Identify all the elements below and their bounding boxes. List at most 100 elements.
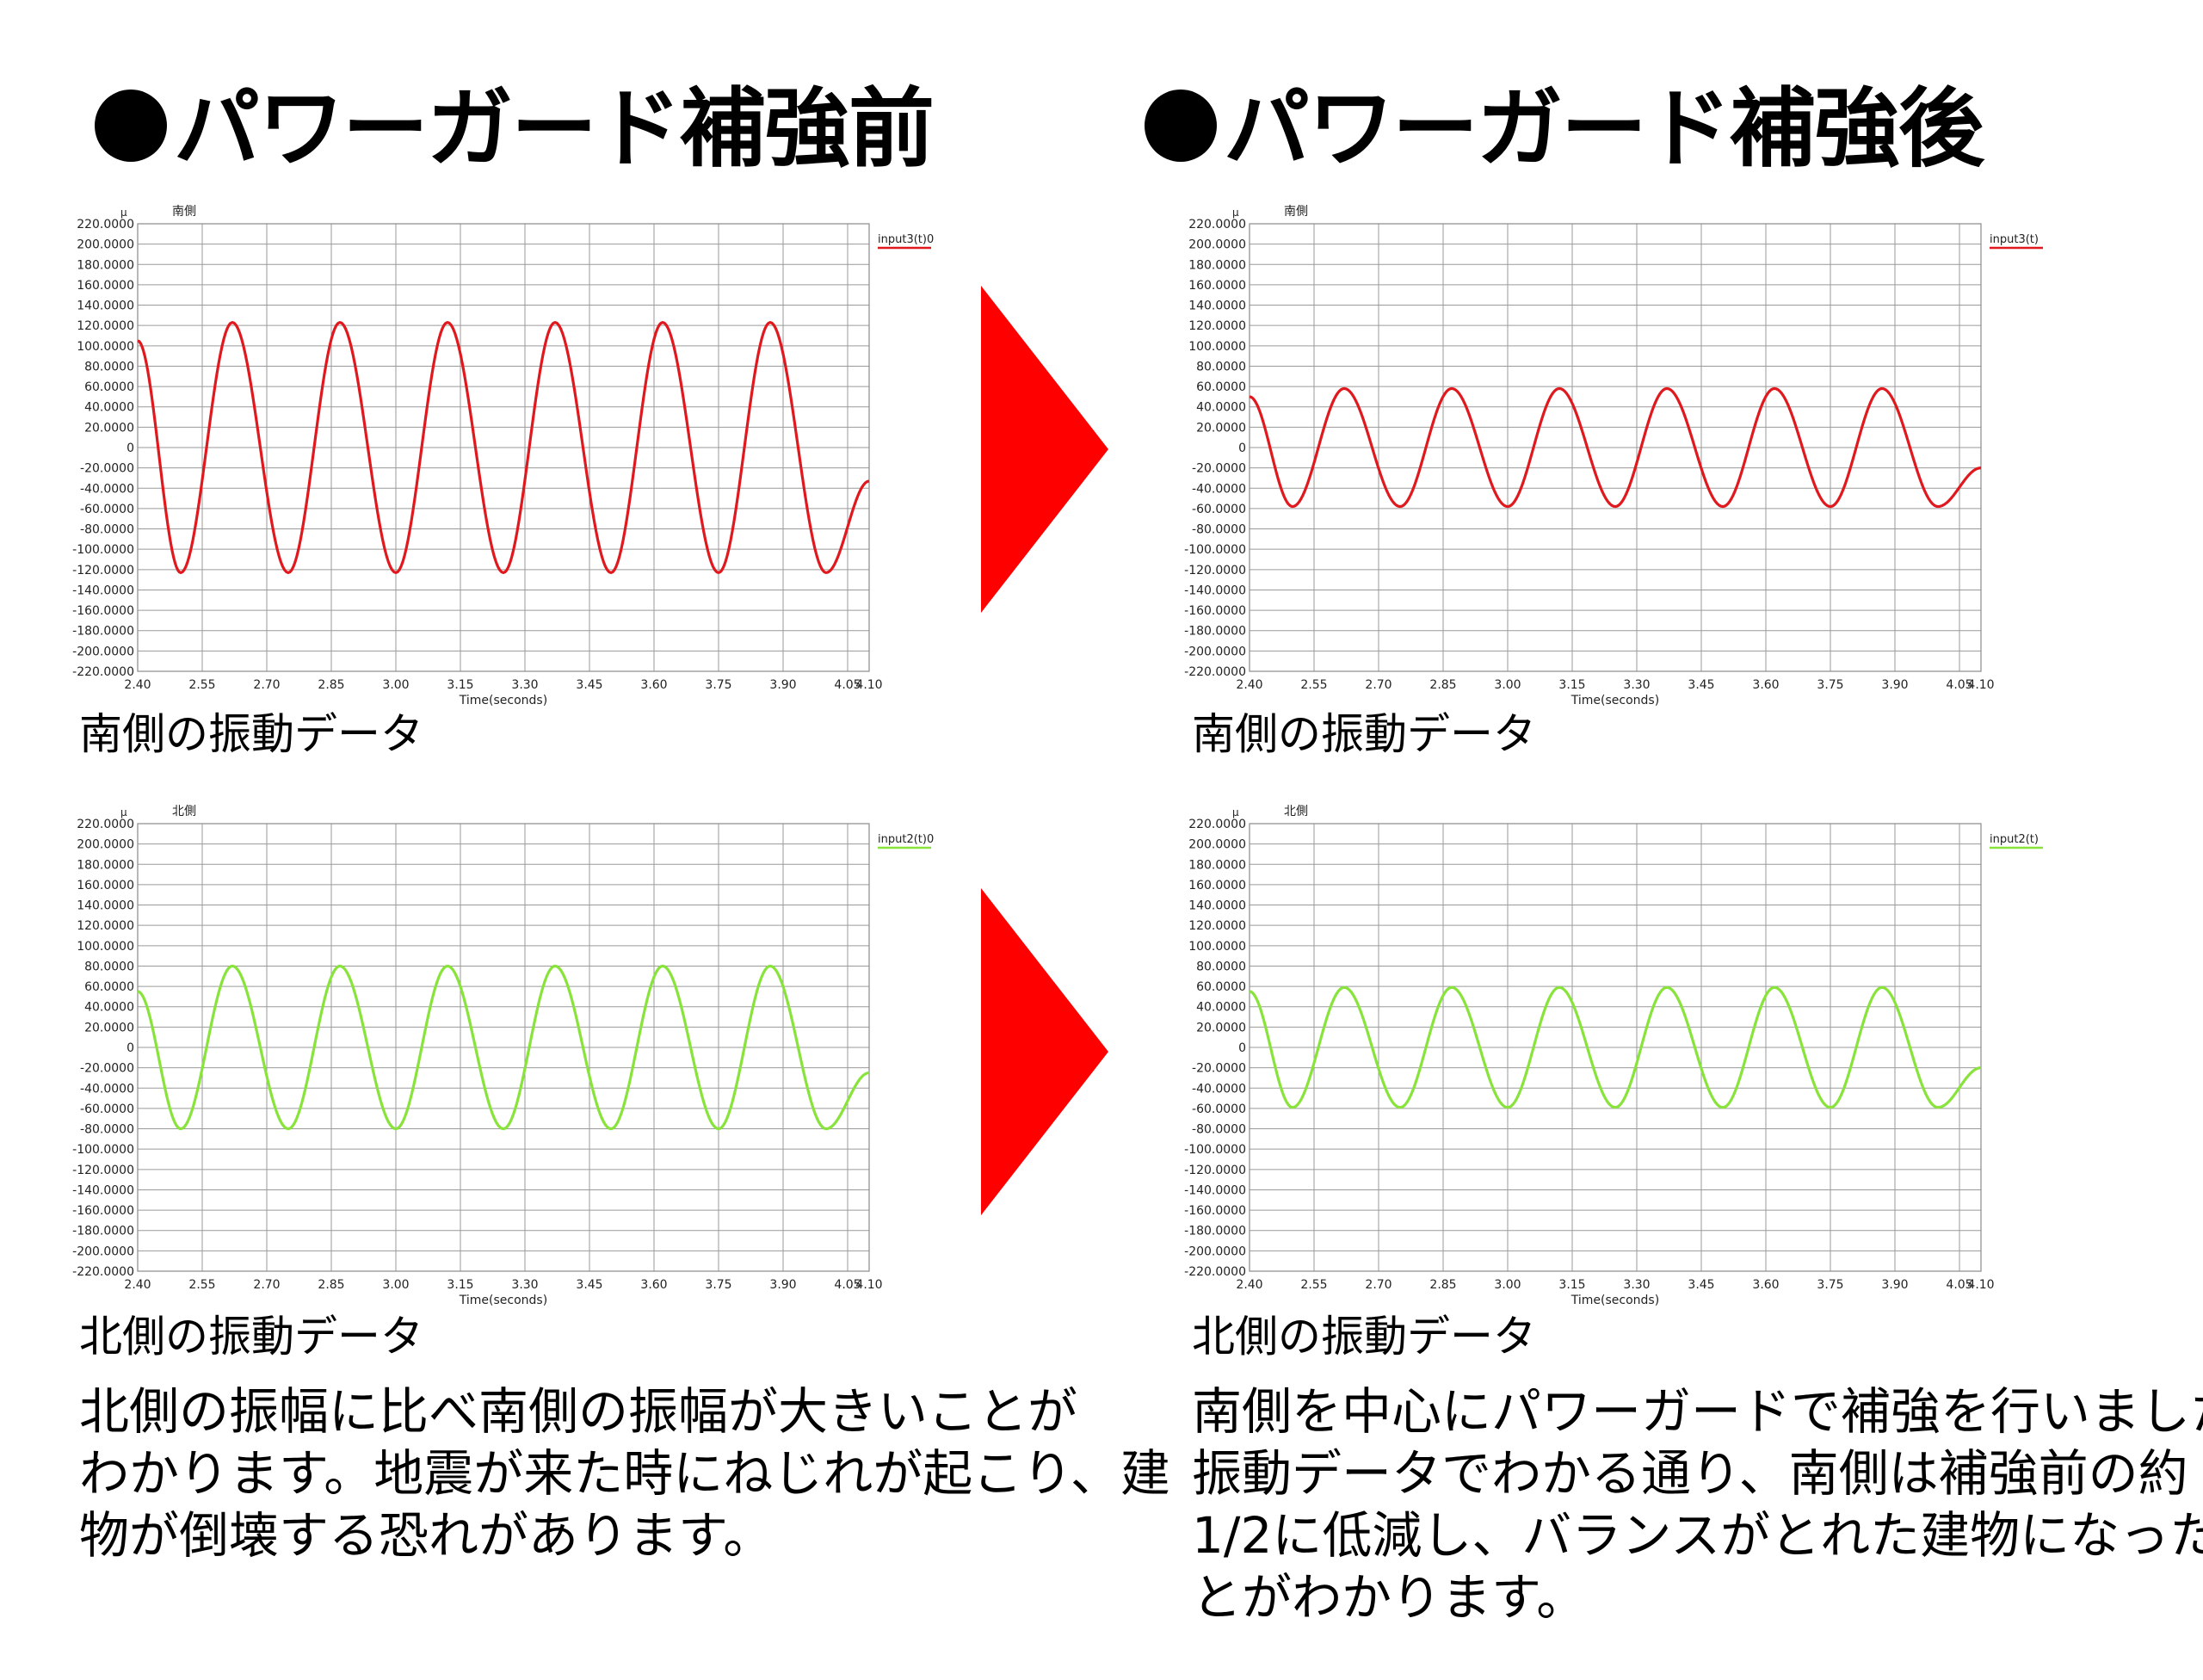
x-tick-label: 2.55 [1300, 678, 1327, 692]
plot-frame [1249, 823, 1982, 1272]
x-axis-label: Time(seconds) [459, 1294, 547, 1307]
y-tick-label: -180.0000 [72, 625, 134, 639]
y-tick-label: 180.0000 [1188, 858, 1246, 872]
y-tick-label: -80.0000 [80, 1123, 134, 1137]
x-tick-label: 3.90 [1881, 1278, 1908, 1292]
x-tick-label: 3.30 [511, 1278, 538, 1292]
legend-label: input2(t) [1990, 833, 2039, 846]
legend-label: input2(t)0 [878, 833, 934, 846]
y-tick-label: 80.0000 [1196, 960, 1246, 973]
chart-south-after: 220.0000 200.0000 180.0000 160.0000 140.0000… [1184, 205, 2043, 707]
y-tick-label: 120.0000 [1188, 319, 1246, 333]
caption-north-after: 北側の振動データ [1192, 1312, 1536, 1362]
chart-north-before: 220.0000 200.0000 180.0000 160.0000 140.0000… [72, 805, 934, 1307]
y-tick-label: 100.0000 [1188, 940, 1246, 954]
y-tick-label: 180.0000 [77, 858, 134, 872]
y-tick-label: 140.0000 [1188, 899, 1246, 913]
description-after: 南側を中心にパワーガードで補強を行いました。 振動データでわかる通り、南側は補強… [1192, 1382, 2203, 1627]
y-tick-label: -60.0000 [80, 503, 134, 516]
y-tick-label: -160.0000 [1184, 1204, 1246, 1218]
y-tick-label: 40.0000 [1196, 1001, 1246, 1015]
y-tick-label: -60.0000 [1192, 1102, 1246, 1116]
arrow-right-icon [981, 286, 1108, 613]
y-tick-label: -200.0000 [1184, 1245, 1246, 1258]
x-tick-label: 2.85 [318, 1278, 344, 1292]
x-tick-label: 3.60 [1752, 678, 1779, 692]
y-tick-label: 120.0000 [77, 319, 134, 333]
y-tick-label: 80.0000 [84, 960, 134, 973]
x-tick-label: 3.15 [447, 678, 473, 692]
x-tick-label: 2.40 [1236, 678, 1262, 692]
x-tick-label: 3.15 [1558, 678, 1585, 692]
x-tick-label: 3.45 [576, 1278, 602, 1292]
x-tick-label: 3.30 [1623, 1278, 1650, 1292]
x-tick-label: 3.75 [1817, 1278, 1843, 1292]
x-tick-label: 3.45 [1688, 1278, 1714, 1292]
x-tick-label: 3.90 [1881, 678, 1908, 692]
chart-title: 南側 [172, 205, 196, 219]
y-tick-label: -80.0000 [1192, 1123, 1246, 1137]
legend-label: input3(t) [1990, 233, 2039, 246]
bullet-icon [95, 90, 167, 162]
chart-title: 北側 [1284, 805, 1308, 818]
y-tick-label: 140.0000 [77, 300, 134, 313]
y-tick-label: -120.0000 [72, 1164, 134, 1177]
y-tick-label: -100.0000 [72, 1143, 134, 1157]
arrow-shape [981, 888, 1108, 1215]
caption-north-before: 北側の振動データ [79, 1312, 423, 1362]
x-tick-label: 3.30 [1623, 678, 1650, 692]
x-tick-label: 2.85 [318, 678, 344, 692]
x-tick-label: 3.30 [511, 678, 538, 692]
y-tick-label: 80.0000 [1196, 360, 1246, 374]
y-tick-label: 180.0000 [77, 258, 134, 272]
y-tick-label: 180.0000 [1188, 258, 1246, 272]
x-tick-label: 2.70 [253, 678, 280, 692]
x-tick-label: 3.00 [382, 678, 409, 692]
y-tick-label: -120.0000 [1184, 564, 1246, 578]
x-tick-label: 2.55 [188, 678, 215, 692]
y-tick-label: -180.0000 [1184, 1225, 1246, 1238]
y-tick-label: -80.0000 [80, 523, 134, 537]
y-tick-label: -140.0000 [1184, 584, 1246, 597]
grid [1249, 823, 1982, 1272]
x-tick-label: 3.00 [382, 1278, 409, 1292]
y-tick-label: 0 [127, 1041, 134, 1055]
arrow-shape [981, 286, 1108, 613]
x-tick-label: 3.15 [1558, 1278, 1585, 1292]
y-tick-label: 140.0000 [77, 899, 134, 913]
y-tick-label: -120.0000 [72, 564, 134, 578]
x-tick-label: 3.45 [576, 678, 602, 692]
unit-label: μ [120, 207, 127, 219]
y-tick-label: 20.0000 [84, 1021, 134, 1035]
y-tick-label: -200.0000 [72, 645, 134, 658]
x-tick-label: 2.70 [253, 1278, 280, 1292]
y-tick-label: 60.0000 [84, 980, 134, 994]
right-heading-text: パワーガード補強後 [1224, 78, 1984, 179]
y-tick-label: 220.0000 [77, 218, 134, 232]
x-axis-label: Time(seconds) [459, 694, 547, 707]
x-tick-label: 3.45 [1688, 678, 1714, 692]
left-heading-text: パワーガード補強前 [174, 78, 935, 179]
series-line [1249, 386, 1982, 509]
y-tick-label: 20.0000 [1196, 421, 1246, 435]
y-tick-label: -80.0000 [1192, 523, 1246, 537]
y-tick-label: 0 [1238, 442, 1246, 455]
x-tick-label: 3.15 [447, 1278, 473, 1292]
y-tick-label: -220.0000 [72, 1265, 134, 1279]
unit-label: μ [1232, 806, 1239, 818]
arrow-right-icon [981, 888, 1108, 1215]
x-tick-label: 4.05 [834, 678, 861, 692]
y-tick-label: -180.0000 [1184, 625, 1246, 639]
y-tick-label: 100.0000 [77, 340, 134, 354]
y-tick-label: 20.0000 [1196, 1021, 1246, 1035]
x-tick-label: 3.90 [769, 678, 796, 692]
x-tick-label: 4.05 [1946, 1278, 1972, 1292]
y-tick-label: -20.0000 [1192, 1062, 1246, 1076]
y-tick-label: -40.0000 [80, 482, 134, 496]
x-tick-label: 4.10 [1967, 678, 1994, 692]
plot-frame [137, 223, 870, 672]
grid [137, 823, 870, 1272]
plot-frame [1249, 223, 1982, 672]
x-tick-label: 3.00 [1494, 678, 1521, 692]
left-heading: パワーガード補強前 [95, 86, 935, 172]
